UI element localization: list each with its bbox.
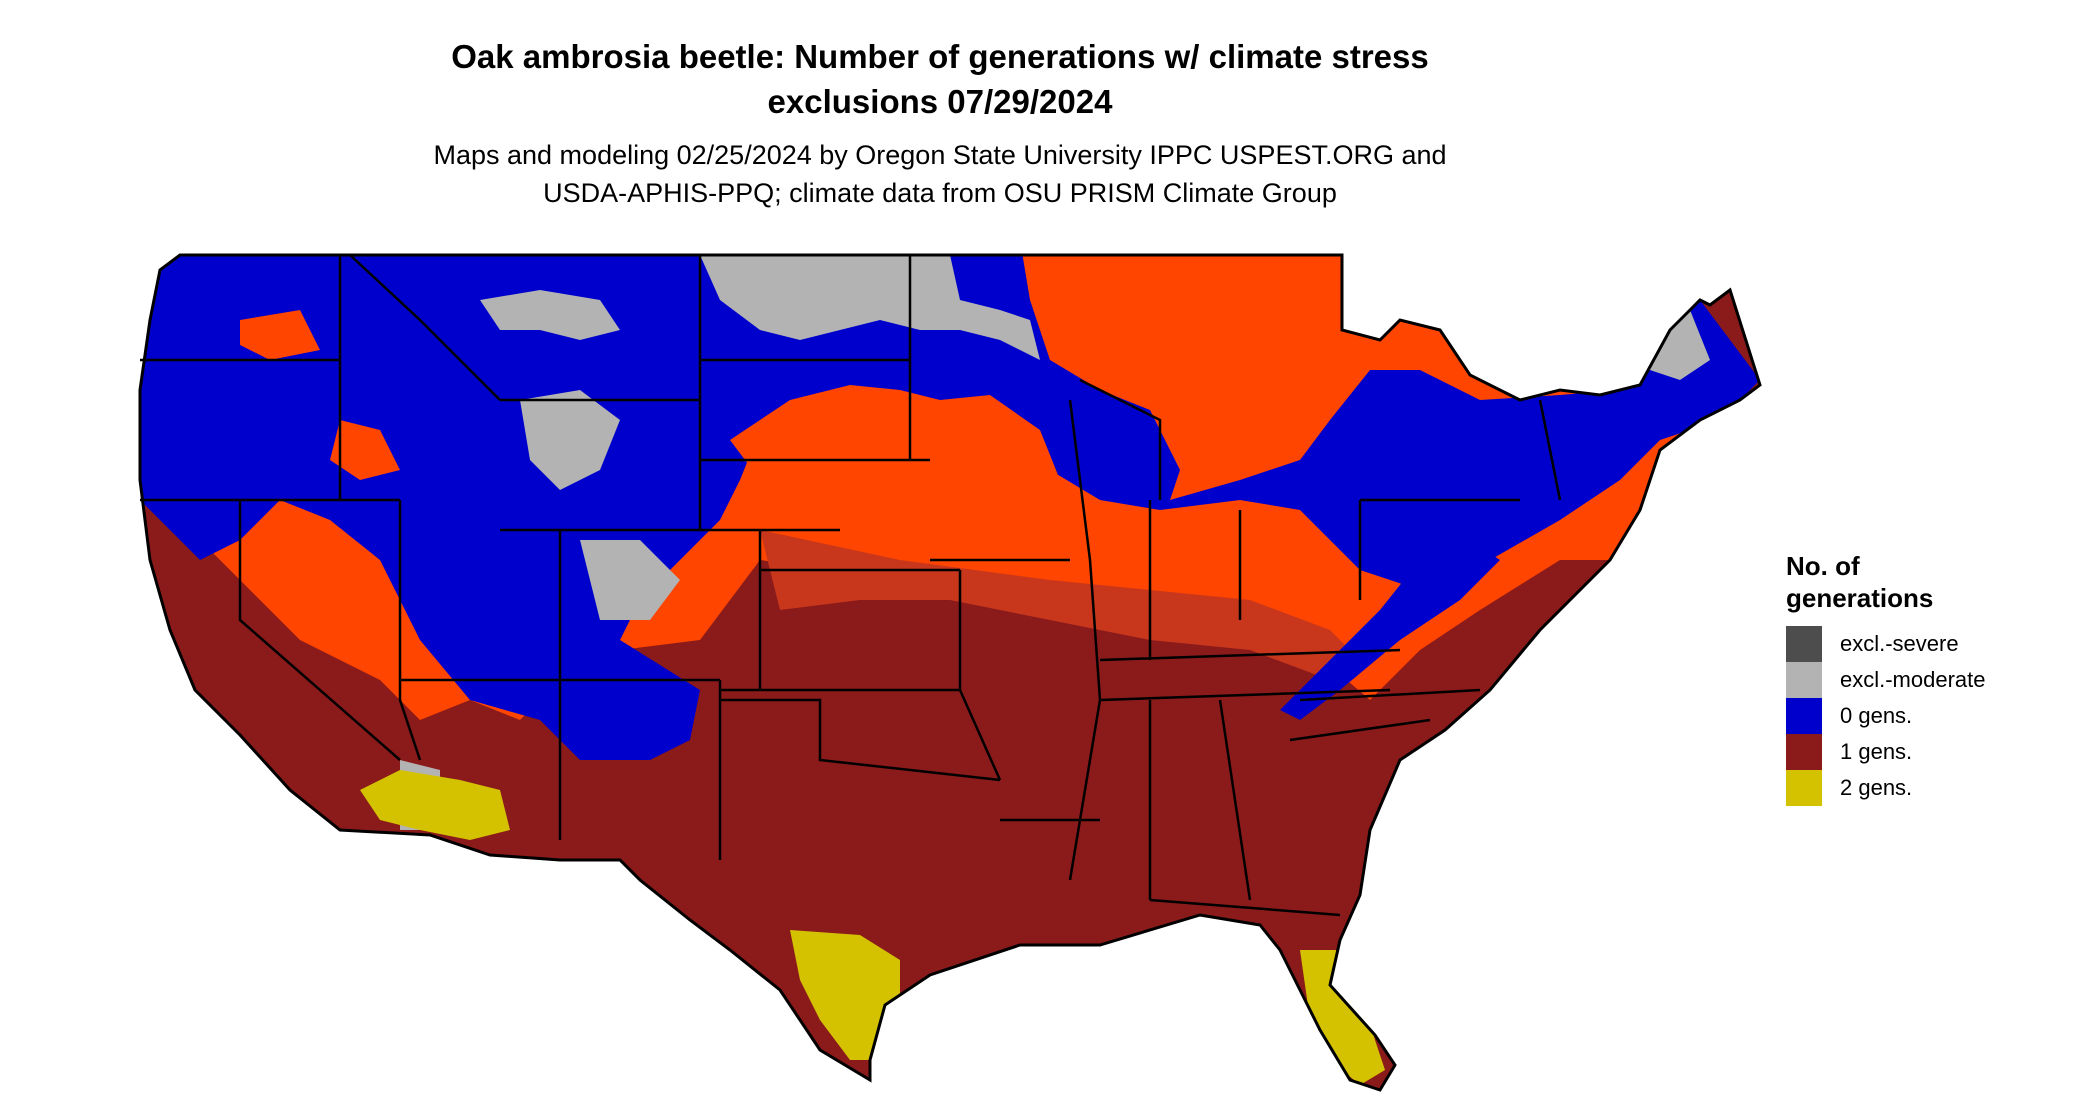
map-title-line-1: Oak ambrosia beetle: Number of generatio… (451, 38, 1429, 75)
map-title: Oak ambrosia beetle: Number of generatio… (0, 34, 1880, 124)
legend-title-line-1: No. of (1786, 551, 1860, 581)
zone-transition-mid (760, 530, 1360, 680)
zone-excl-moderate-montana (480, 290, 620, 340)
zone-orange-plains (730, 385, 1060, 490)
zone-orange-idaho (330, 420, 400, 480)
state-borders (140, 254, 1562, 917)
zone-excl-moderate-colorado (580, 540, 680, 620)
zone-two-gens-texas (790, 930, 900, 1060)
map-subtitle-line-2: USDA-APHIS-PPQ; climate data from OSU PR… (543, 178, 1337, 208)
zone-zero-gens-north (140, 255, 1760, 760)
border-mississippi (1068, 399, 1102, 881)
legend-item: 2 gens. (1786, 770, 2066, 806)
border-mt-west (349, 254, 501, 401)
zone-two-gens-florida (1300, 950, 1385, 1085)
map-subtitle: Maps and modeling 02/25/2024 by Oregon S… (0, 136, 1880, 212)
legend-label: excl.-moderate (1840, 667, 1986, 692)
border-mo-east (958, 570, 1002, 781)
legend-items: excl.-severe excl.-moderate 0 gens. 1 gens.… (1786, 626, 2066, 806)
legend-swatch (1786, 698, 1822, 734)
legend-label: excl.-severe (1840, 631, 1959, 656)
map-legend: No. of generations excl.-severe excl.-mod… (1786, 550, 2066, 806)
border-sc-nc (1289, 718, 1431, 742)
generation-zones (140, 255, 1760, 1090)
zone-excl-moderate-wyoming (520, 390, 620, 490)
map-title-line-2: exclusions 07/29/2024 (767, 83, 1113, 120)
legend-swatch (1786, 734, 1822, 770)
legend-swatch (1786, 770, 1822, 806)
border-tn-south (1099, 688, 1391, 702)
map-subtitle-line-1: Maps and modeling 02/25/2024 by Oregon S… (433, 140, 1447, 170)
border-ok-tx (720, 698, 1001, 782)
zone-excl-moderate-minnesota (700, 255, 1040, 360)
border-nv-ut (398, 500, 422, 761)
legend-item: 0 gens. (1786, 698, 2066, 734)
legend-title-line-2: generations (1786, 583, 1934, 613)
legend-item: excl.-severe (1786, 626, 2066, 662)
legend-item: excl.-moderate (1786, 662, 2066, 698)
legend-swatch (1786, 626, 1822, 662)
border-ny-vt (1538, 399, 1562, 501)
border-ky-tn (1099, 648, 1401, 662)
zone-two-gens-arizona (360, 770, 510, 840)
legend-swatch (1786, 662, 1822, 698)
border-mi-wi (1079, 378, 1162, 500)
border-ca-nv-diag (238, 500, 401, 761)
us-outline (138, 253, 1762, 1092)
border-ga-fl (1149, 898, 1341, 917)
zone-zero-gens-appalachia (1280, 540, 1500, 720)
legend-label: 2 gens. (1840, 775, 1913, 800)
legend-item: 1 gens. (1786, 734, 2066, 770)
border-va-nc (1299, 688, 1481, 702)
zone-orange-nevada (260, 520, 350, 620)
legend-label: 0 gens. (1840, 703, 1913, 728)
zone-orange-washington (240, 310, 320, 360)
legend-title: No. of generations (1786, 550, 2066, 614)
legend-label: 1 gens. (1840, 739, 1913, 764)
border-al-ga (1218, 699, 1252, 901)
